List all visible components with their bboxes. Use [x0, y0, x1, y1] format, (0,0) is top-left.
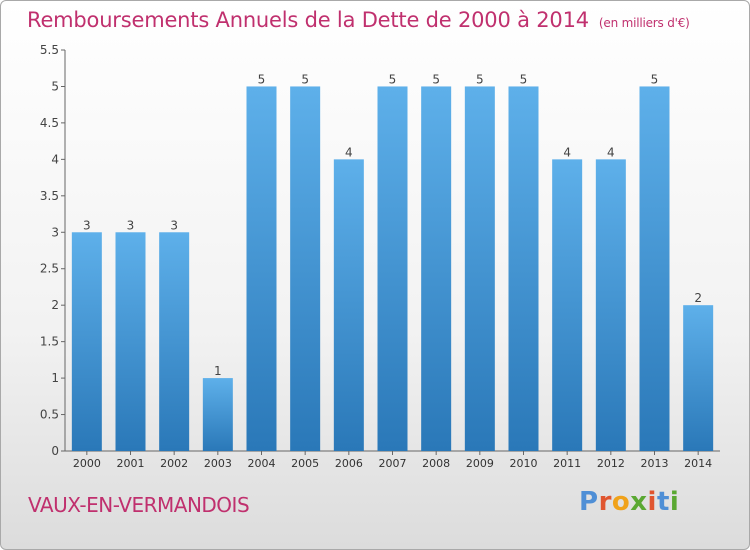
bar-2003 [202, 378, 233, 451]
x-tick-label: 2010 [510, 457, 538, 470]
y-tick-label: 0 [51, 444, 59, 458]
data-label: 5 [476, 72, 484, 86]
data-label: 3 [170, 218, 178, 232]
data-label: 4 [345, 145, 353, 159]
chart-axes: 0 0.5 1 1.5 2 2.5 3 3.5 4 4.5 5 5.5 2000 2001 2002 2003… [40, 43, 720, 470]
bar-2014 [683, 305, 714, 451]
data-label: 5 [432, 72, 440, 86]
x-tick-label: 2013 [641, 457, 669, 470]
data-label: 2 [694, 291, 702, 305]
data-label: 3 [127, 218, 135, 232]
x-tick-label: 2008 [422, 457, 450, 470]
bar-2005 [290, 86, 321, 452]
x-tick-label: 2007 [379, 457, 407, 470]
x-tick-label: 2005 [291, 457, 319, 470]
y-tick-label: 0.5 [40, 408, 59, 422]
data-label: 5 [301, 72, 309, 86]
y-tick-label: 3 [51, 225, 59, 239]
chart-subtitle: (en milliers d'€) [598, 16, 690, 30]
bar-2008 [421, 86, 452, 452]
chart-bars [71, 86, 714, 452]
proxiti-logo[interactable]: Proxiti [579, 487, 680, 517]
x-tick-label: 2009 [466, 457, 494, 470]
bar-2002 [159, 232, 190, 451]
bar-2011 [552, 159, 583, 451]
x-tick-label: 2011 [553, 457, 581, 470]
x-tick-label: 2003 [204, 457, 232, 470]
x-tick-label: 2006 [335, 457, 363, 470]
bar-2010 [508, 86, 539, 452]
y-tick-label: 5 [51, 79, 59, 93]
bar-2001 [115, 232, 146, 451]
chart-title: Remboursements Annuels de la Dette de 20… [27, 8, 690, 32]
title-text: Remboursements Annuels de la Dette de 20… [27, 8, 589, 32]
y-tick-label: 5.5 [40, 43, 59, 57]
bar-2012 [595, 159, 626, 451]
data-label: 4 [607, 145, 615, 159]
x-tick-label: 2004 [248, 457, 276, 470]
x-tick-label: 2012 [597, 457, 625, 470]
y-tick-label: 4 [51, 152, 59, 166]
chart-data-labels: 3 3 3 1 5 5 4 5 5 5 5 4 4 5 2 [83, 72, 702, 378]
bar-2009 [464, 86, 495, 452]
y-tick-label: 4.5 [40, 116, 59, 130]
data-label: 5 [389, 72, 397, 86]
bar-2006 [333, 159, 364, 451]
data-label: 1 [214, 364, 222, 378]
x-tick-label: 2014 [684, 457, 712, 470]
y-tick-label: 2 [51, 298, 59, 312]
data-label: 5 [258, 72, 266, 86]
x-tick-label: 2000 [73, 457, 101, 470]
x-tick-label: 2002 [160, 457, 188, 470]
y-tick-label: 1.5 [40, 335, 59, 349]
data-label: 4 [563, 145, 571, 159]
bar-2007 [377, 86, 408, 452]
bar-2000 [71, 232, 102, 451]
y-tick-label: 2.5 [40, 262, 59, 276]
commune-name: VAUX-EN-VERMANDOIS [28, 493, 250, 517]
y-tick-label: 1 [51, 371, 59, 385]
x-tick-label: 2001 [117, 457, 145, 470]
bar-2004 [246, 86, 277, 452]
y-tick-label: 3.5 [40, 189, 59, 203]
data-label: 3 [83, 218, 91, 232]
data-label: 5 [651, 72, 659, 86]
data-label: 5 [520, 72, 528, 86]
bar-2013 [639, 86, 670, 452]
